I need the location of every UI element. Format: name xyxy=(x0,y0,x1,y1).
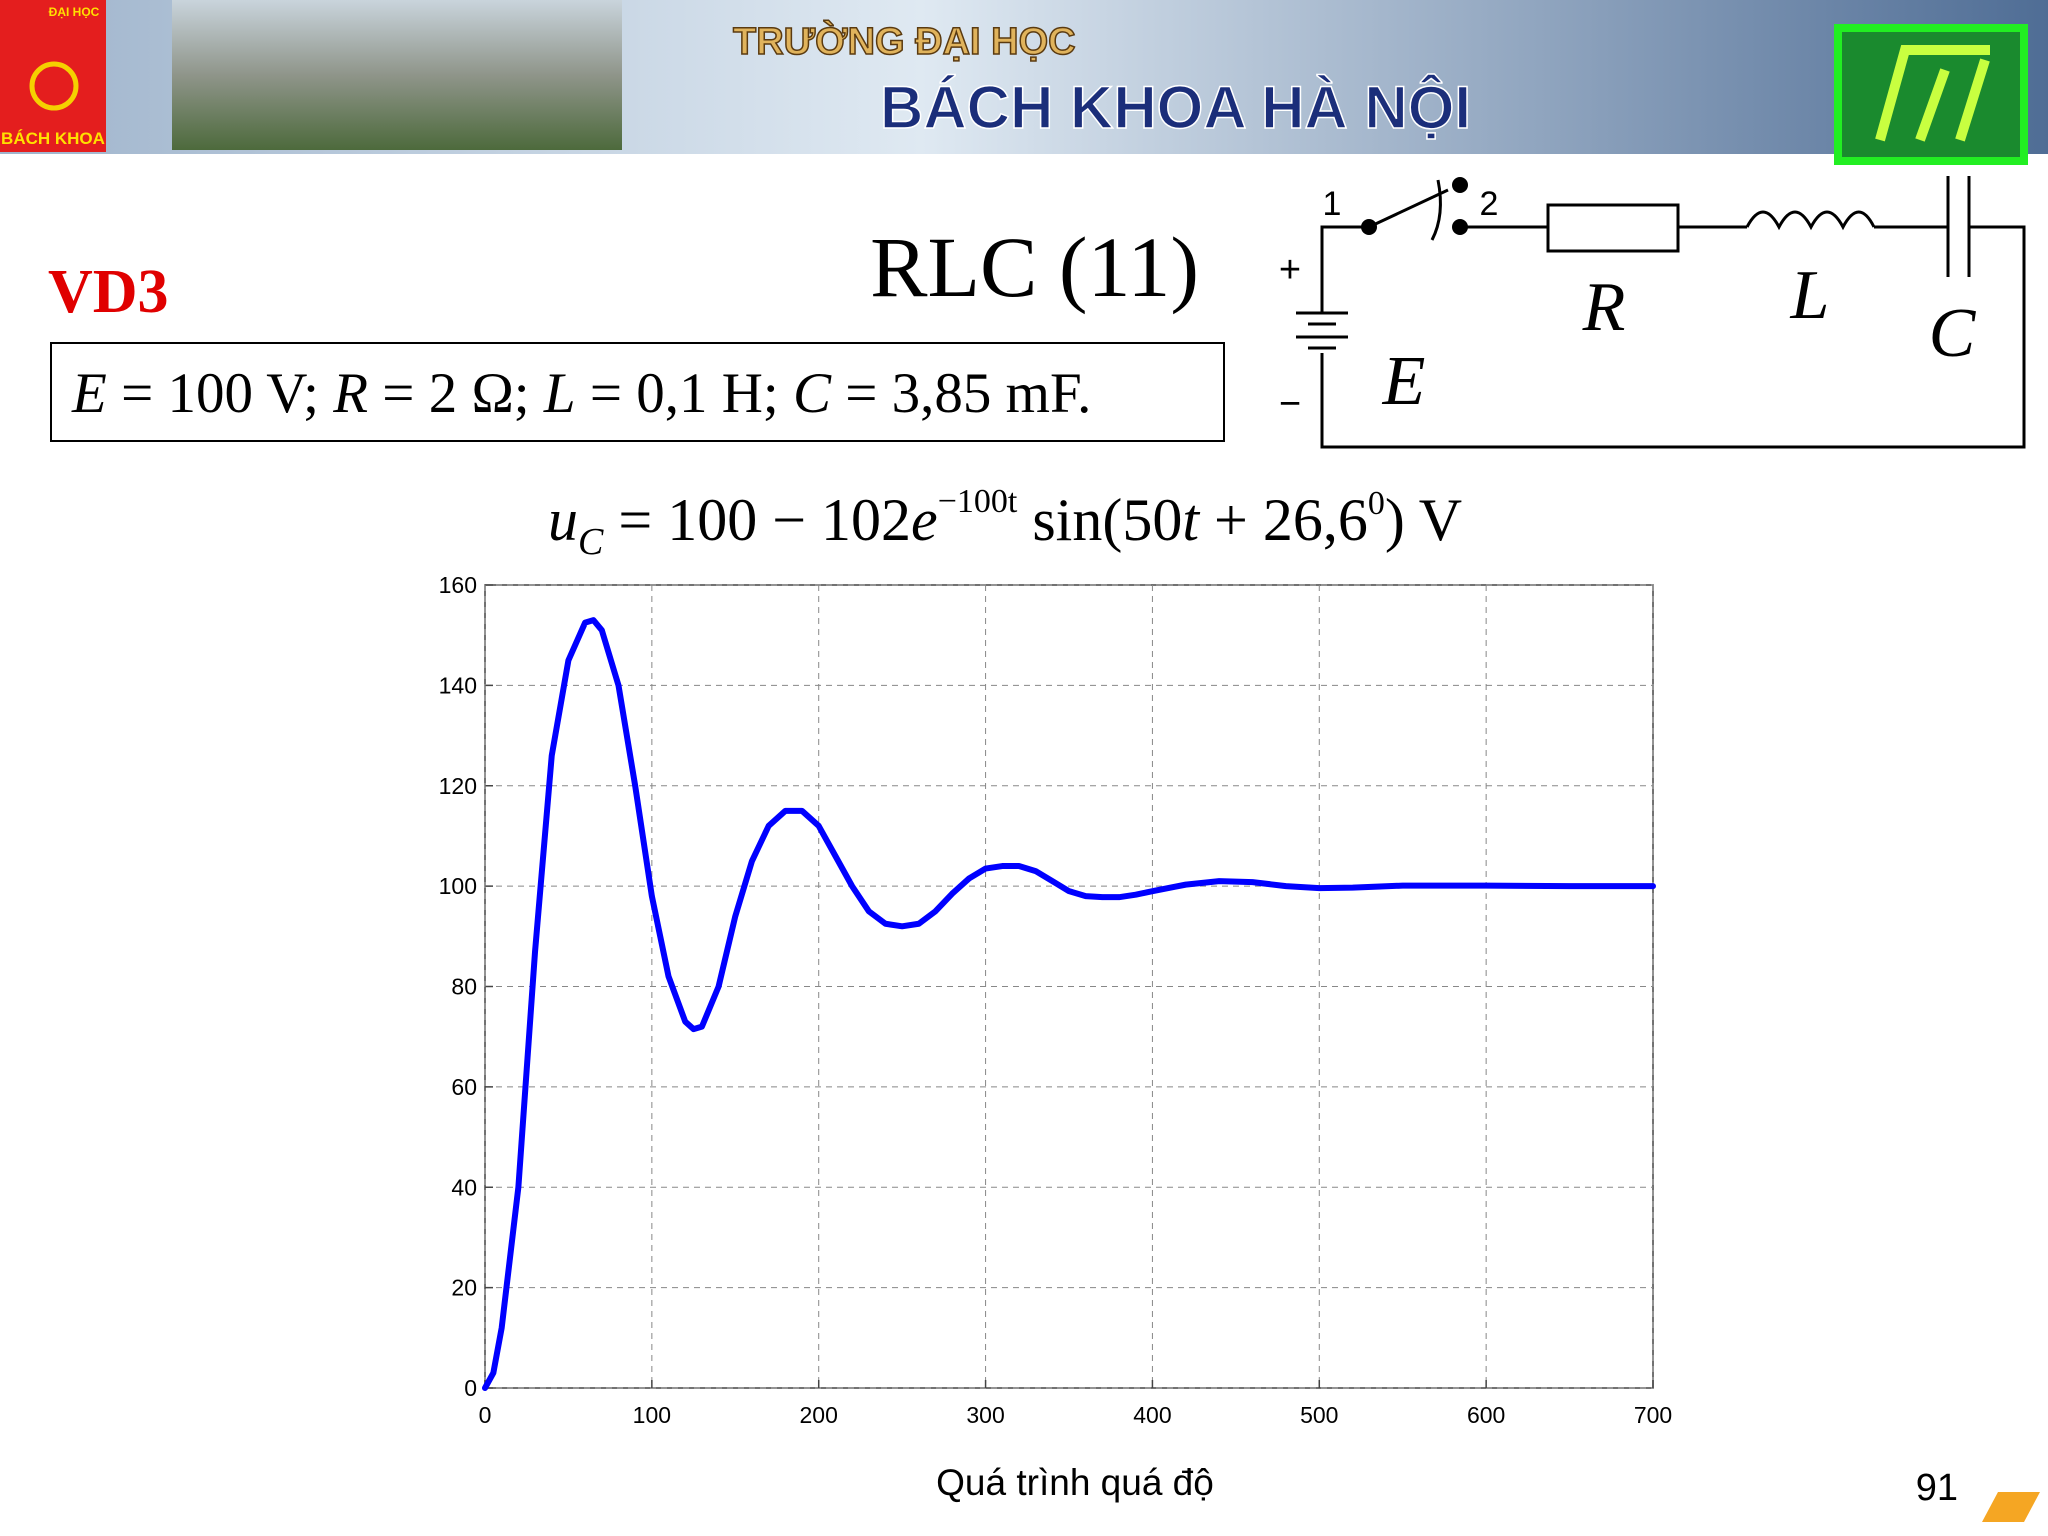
wire xyxy=(1320,225,2026,449)
plot: 0 20 40 60 80 100 120 140 160 0 100 200 300 400 500 600… xyxy=(439,572,1673,1428)
circuit xyxy=(1296,176,2026,449)
circuit-label: − xyxy=(1279,383,1301,425)
switch-blade xyxy=(1368,188,1449,229)
eq-part: e xyxy=(911,487,938,553)
capacitor xyxy=(1946,176,1971,277)
eq-part: t xyxy=(1182,487,1200,553)
switch-dot xyxy=(1452,219,1468,235)
equation: uC = 100 − 102e−100t sin(50t + 26,60) V xyxy=(548,483,1462,563)
eq-sub: C xyxy=(578,521,604,563)
eq-sup: 0 xyxy=(1368,485,1385,522)
x-tick-label: 400 xyxy=(1133,1402,1171,1428)
x-tick-label: 200 xyxy=(800,1402,838,1428)
circuit-label: R xyxy=(1582,269,1626,346)
param-symbol: R xyxy=(332,362,368,425)
params: E = 100 V; R = 2 Ω; L = 0,1 H; C = 3,85 … xyxy=(71,362,1091,425)
header-line1: TRƯỜNG ĐẠI HỌC xyxy=(733,19,1076,63)
example-label: VD3 xyxy=(48,258,169,326)
data-line xyxy=(482,617,1656,1391)
eq-part: u xyxy=(548,487,578,553)
logo xyxy=(0,0,106,152)
circuit-label: 2 xyxy=(1480,185,1499,223)
y-tick-label: 60 xyxy=(451,1074,477,1100)
x-tick-label: 500 xyxy=(1300,1402,1338,1428)
eq-sup: −100t xyxy=(938,483,1018,520)
x-tick-label: 700 xyxy=(1634,1402,1672,1428)
param-symbol: L xyxy=(543,362,576,425)
logo-text: BÁCH KHOA xyxy=(1,129,105,148)
x-tick-label: 300 xyxy=(966,1402,1004,1428)
x-axis-label: Quá trình quá độ xyxy=(936,1462,1214,1503)
y-tick-label: 160 xyxy=(439,572,477,598)
corner-mark xyxy=(1982,1492,2040,1522)
x-tick-label: 100 xyxy=(633,1402,671,1428)
header-photo xyxy=(172,0,622,150)
eq-part: ) V xyxy=(1385,487,1462,553)
y-tick-label: 100 xyxy=(439,873,477,899)
y-tick-label: 120 xyxy=(439,773,477,799)
switch-dot xyxy=(1452,177,1468,193)
y-tick-label: 80 xyxy=(451,974,477,1000)
inductor xyxy=(1745,210,1876,231)
eq-part: = 100 − 102 xyxy=(603,487,911,553)
params-box xyxy=(50,342,1225,442)
page-number: 91 xyxy=(1916,1467,1958,1509)
param-symbol: C xyxy=(793,362,832,425)
x-tick-label: 0 xyxy=(479,1402,492,1428)
circuit-label: + xyxy=(1279,249,1301,291)
param-symbol: E xyxy=(71,362,107,425)
param-text: = 0,1 H; xyxy=(576,362,793,425)
circuit-label: C xyxy=(1929,295,1977,372)
logo-emblem xyxy=(29,61,79,111)
switch-dot xyxy=(1361,219,1377,235)
slide-title: RLC (11) xyxy=(870,219,1199,315)
y-tick-label: 0 xyxy=(464,1375,477,1401)
switch-arrow xyxy=(1430,179,1442,241)
header-line2: BÁCH KHOA HÀ NỘI xyxy=(880,74,1471,141)
param-text: = 3,85 mF. xyxy=(831,362,1091,425)
y-tick-label: 140 xyxy=(439,672,477,698)
right-logo-mark xyxy=(1875,45,1990,142)
param-text: = 2 Ω; xyxy=(368,362,544,425)
y-tick-label: 20 xyxy=(451,1275,477,1301)
x-tick-label: 600 xyxy=(1467,1402,1505,1428)
circuit-label: E xyxy=(1382,343,1426,420)
circuit-label: 1 xyxy=(1323,185,1342,223)
circuit-label: L xyxy=(1790,257,1830,334)
resistor xyxy=(1546,203,1680,253)
eq-part: + 26,6 xyxy=(1199,487,1368,553)
y-tick-label: 40 xyxy=(451,1174,477,1200)
logo-text: ĐẠI HỌC xyxy=(49,5,100,19)
param-text: = 100 V; xyxy=(107,362,333,425)
eq-part: sin(50 xyxy=(1017,487,1182,553)
battery xyxy=(1296,311,1348,350)
